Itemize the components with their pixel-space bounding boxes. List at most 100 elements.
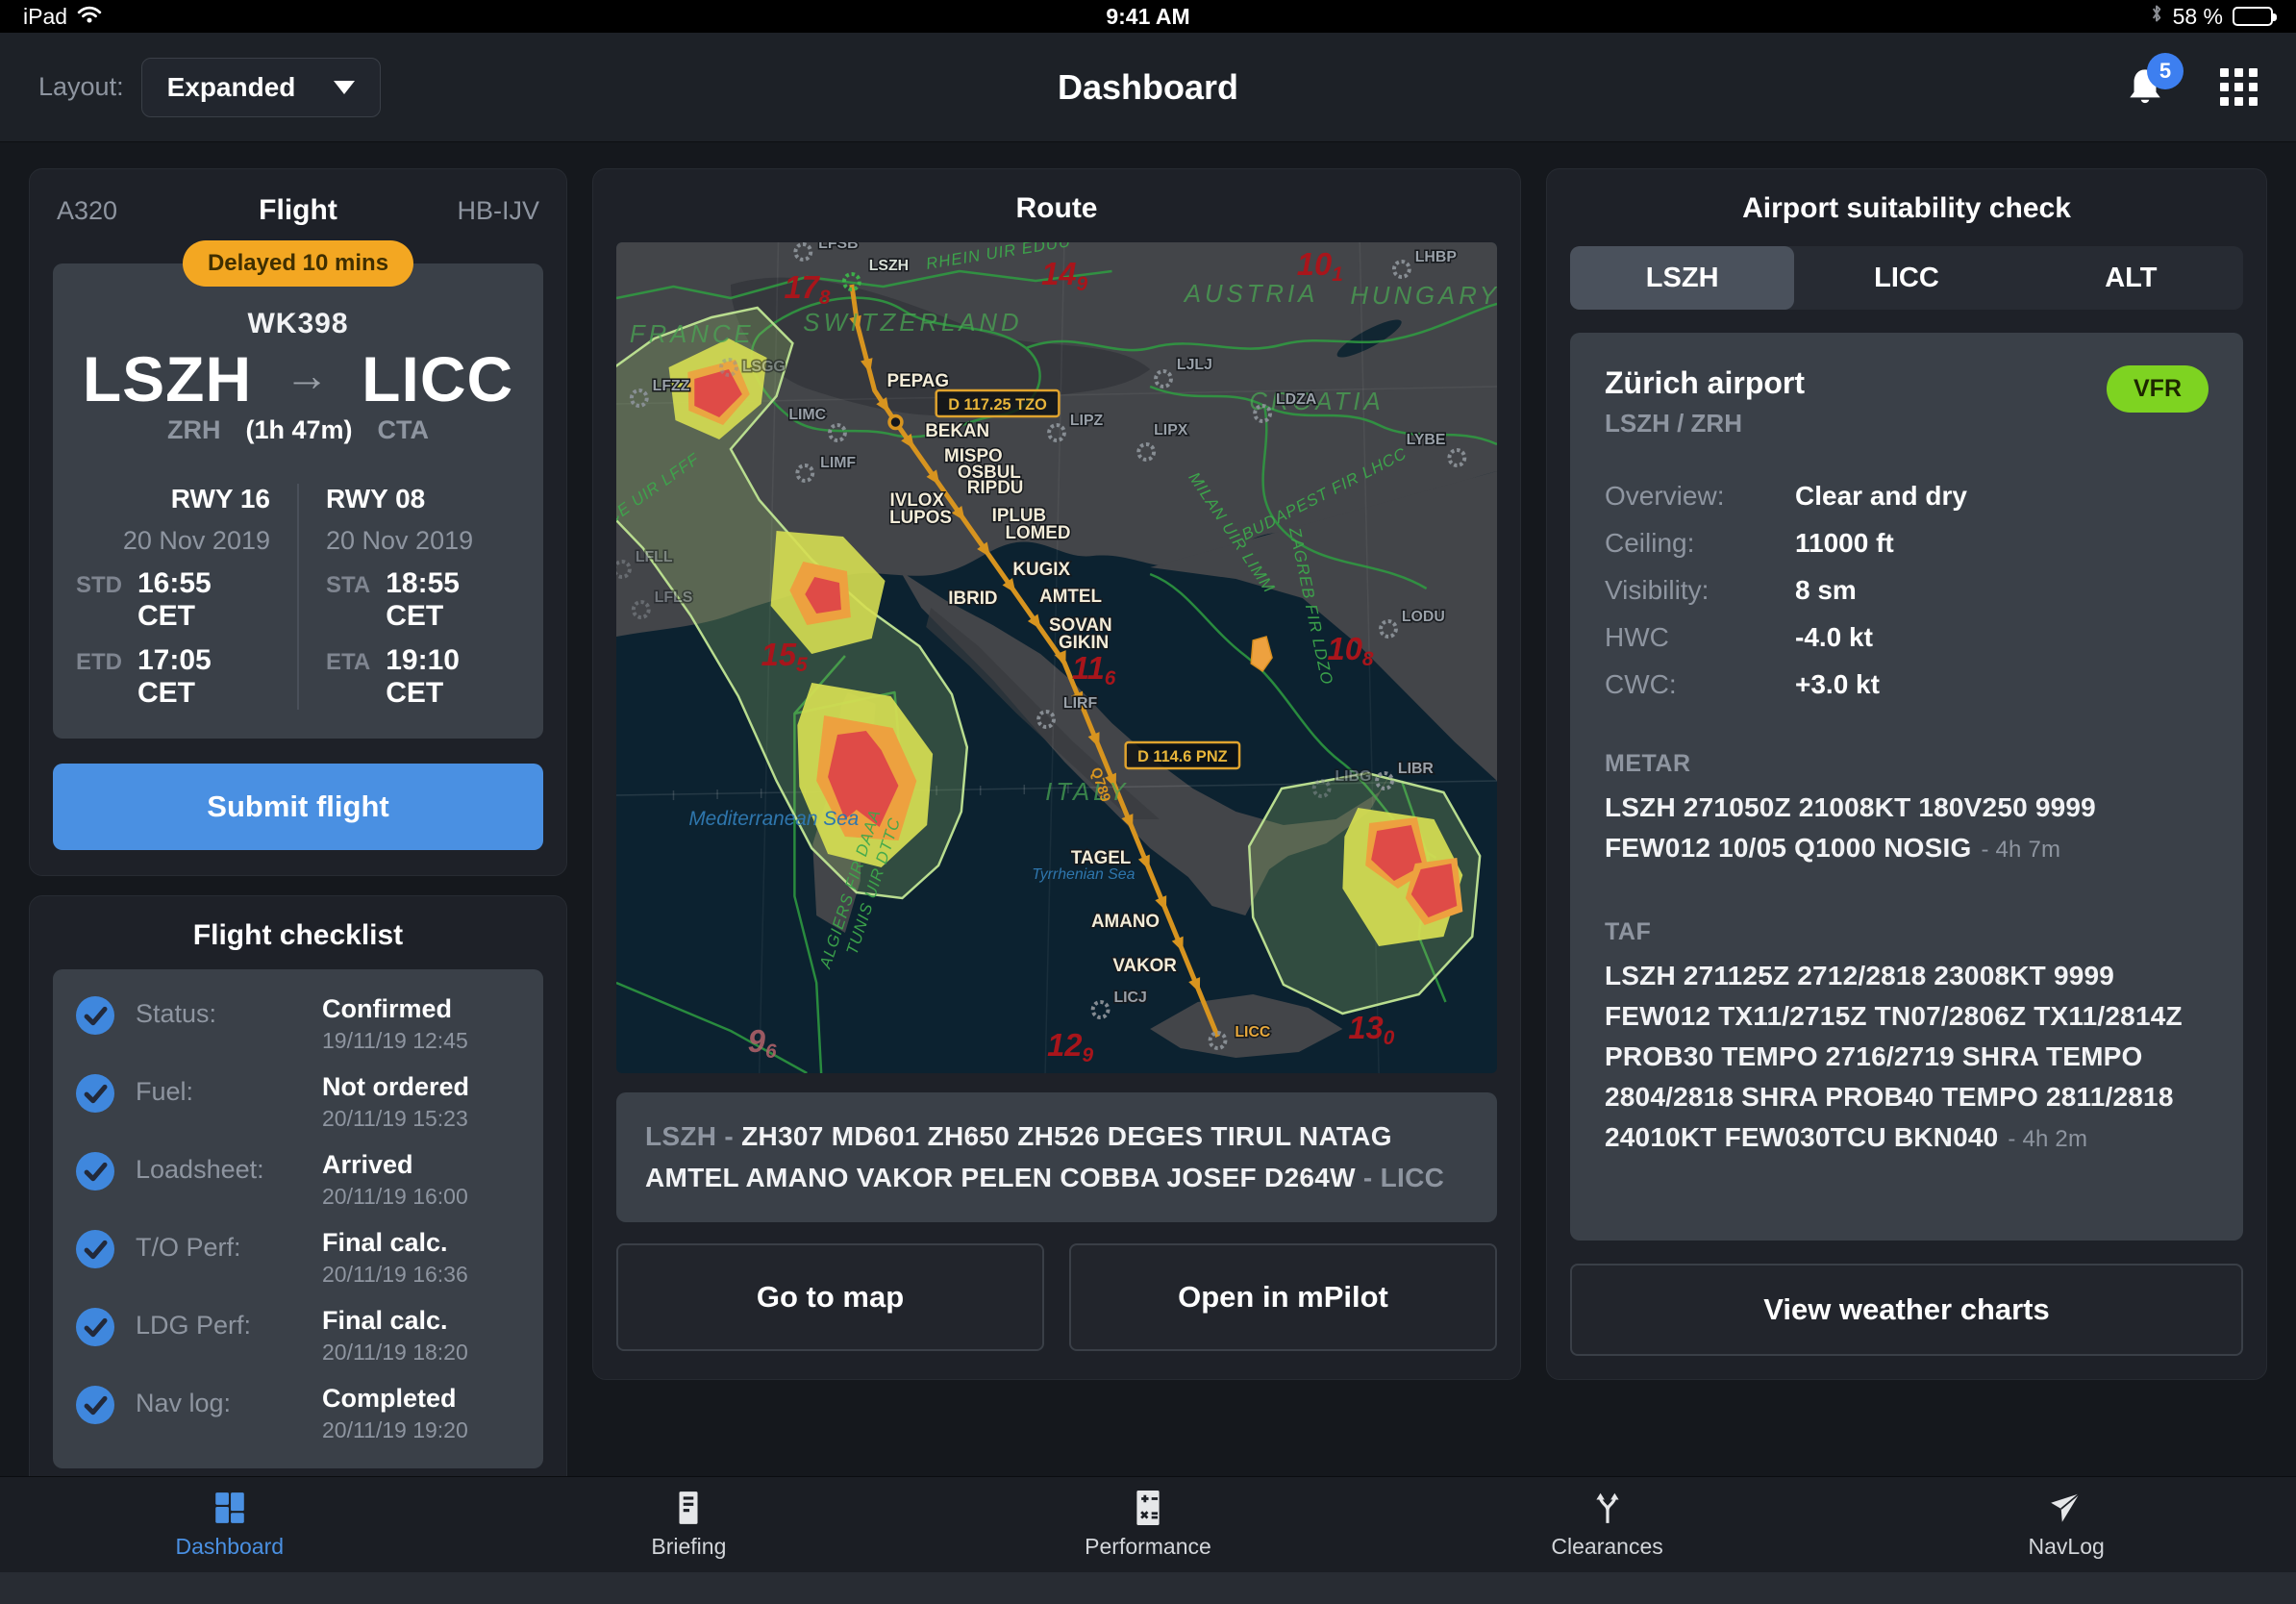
- destination-iata: CTA: [377, 415, 430, 444]
- airport-icon-LIMF: [795, 464, 815, 483]
- route-bend-marker: [887, 414, 904, 431]
- submit-flight-button[interactable]: Submit flight: [53, 764, 543, 850]
- tab-lszh[interactable]: LSZH: [1570, 246, 1795, 310]
- route-card: Route: [592, 168, 1521, 1380]
- go-to-map-button[interactable]: Go to map: [616, 1242, 1044, 1351]
- airport-icon-LDZA: [1253, 404, 1273, 423]
- map-route-layer: [849, 284, 1220, 1038]
- navlog-icon: [2048, 1490, 2084, 1526]
- map-country-label: FRANCE: [630, 321, 755, 348]
- detail-label: Ceiling:: [1605, 528, 1695, 558]
- check-icon: [76, 1152, 114, 1190]
- route-direction-marker: [1002, 577, 1016, 593]
- airport-icon-LICJ: [1090, 1000, 1111, 1019]
- airport-panel: Zürich airport LSZH / ZRH VFR Overview: C…: [1570, 333, 2243, 1241]
- status-bar: iPad 9:41 AM 58 %: [0, 0, 2296, 33]
- airport-icon-LFZZ: [629, 388, 649, 408]
- airport-icon-LSZH: [841, 272, 861, 291]
- tabbar-item-performance[interactable]: Performance: [1042, 1490, 1254, 1560]
- etd-label: ETD: [76, 649, 122, 675]
- notifications-button[interactable]: 5: [2122, 52, 2184, 111]
- map-level-number: 129: [1047, 1027, 1093, 1066]
- arrival-date: 20 Nov 2019: [326, 526, 474, 555]
- flight-duration: (1h 47m): [245, 415, 353, 444]
- route-direction-marker: [876, 396, 889, 414]
- check-icon: [76, 996, 114, 1035]
- airport-icon-LIRF: [1036, 710, 1057, 729]
- waypoint-label: PEPAG: [887, 371, 950, 391]
- checklist-value-text: Completed: [322, 1384, 457, 1413]
- tabbar-label: Dashboard: [175, 1534, 285, 1559]
- airport-code-label: LSGG: [742, 359, 786, 375]
- detail-value: 8 sm: [1795, 575, 1857, 605]
- tab-bar: Dashboard Briefing Performance Clearances Na…: [0, 1476, 2296, 1572]
- navaid-box: [935, 388, 1061, 418]
- departure-runway: RWY 16: [170, 484, 270, 514]
- clock: 9:41 AM: [1106, 3, 1190, 29]
- flight-checklist-card: Flight checklist Status: Confirmed 19/11/1…: [29, 895, 567, 1494]
- map-level-number: 116: [1072, 650, 1116, 689]
- apps-grid-button[interactable]: [2220, 68, 2258, 106]
- flight-rules-badge: VFR: [2107, 365, 2209, 413]
- metar-label: METAR: [1605, 750, 1691, 777]
- sta-time: 18:55 CET: [386, 567, 460, 632]
- check-icon: [76, 1230, 114, 1268]
- taf-age: - 4h 2m: [2008, 1126, 2088, 1152]
- bluetooth-icon: [2150, 3, 2163, 30]
- home-strip: [0, 1572, 2296, 1604]
- weather-polygons: [616, 306, 1482, 1015]
- map-level-number: 149: [1041, 256, 1087, 295]
- map-sea-label: Mediterranean Sea: [688, 808, 859, 830]
- airport-code-label: LIMF: [820, 455, 856, 471]
- airport-icon-LIPX: [1136, 442, 1157, 462]
- tab-licc[interactable]: LICC: [1874, 262, 1939, 293]
- layout-dropdown[interactable]: Expanded: [140, 57, 382, 117]
- checklist-timestamp: 20/11/19 16:36: [322, 1262, 468, 1287]
- tabbar-item-clearances[interactable]: Clearances: [1502, 1490, 1713, 1560]
- airport-icon-LFSB: [793, 242, 813, 262]
- checklist-timestamp: 20/11/19 19:20: [322, 1417, 468, 1442]
- tabbar-item-dashboard[interactable]: Dashboard: [124, 1490, 336, 1560]
- waypoint-label: IVLOX: [890, 490, 945, 511]
- checklist-value-text: Confirmed: [322, 994, 452, 1023]
- airport-code-label: LFZZ: [653, 378, 690, 394]
- map-country-label: SWITZERLAND: [803, 310, 1022, 337]
- map-country-label: ITALY: [1045, 779, 1129, 806]
- airport-icon-LODU: [1379, 619, 1398, 639]
- waypoint-label: SOVAN: [1049, 615, 1112, 636]
- route-map-canvas: FRANCE SWITZERLAND AUSTRIA HUNGARY CROATIA IT…: [616, 242, 1497, 1073]
- map-sea-label: Tyrrhenian Sea: [1032, 866, 1135, 883]
- device-label: iPad: [23, 3, 68, 29]
- route-direction-marker: [1054, 650, 1066, 666]
- map-level-number: 96: [748, 1023, 777, 1063]
- airport-code-label: LFSB: [818, 242, 858, 252]
- chevron-down-icon: [334, 80, 356, 94]
- flight-number: WK398: [247, 308, 349, 339]
- check-icon: [76, 1308, 114, 1346]
- view-weather-charts-button[interactable]: View weather charts: [1570, 1264, 2243, 1356]
- tabbar-item-navlog[interactable]: NavLog: [1960, 1490, 2172, 1560]
- eta-time: 19:10 CET: [386, 644, 460, 709]
- route-string: LSZH - ZH307 MD601 ZH650 ZH526 DEGES TIR…: [616, 1092, 1497, 1222]
- tabbar-item-briefing[interactable]: Briefing: [583, 1490, 794, 1560]
- taf-label: TAF: [1605, 918, 1652, 945]
- departure-date: 20 Nov 2019: [122, 526, 270, 555]
- flight-info-panel: WK398 LSZH → LICC ZRH (1h 47m) CTA RWY 1…: [53, 263, 543, 739]
- sta-label: STA: [326, 572, 371, 598]
- route-direction-marker: [1155, 895, 1167, 912]
- layout-dropdown-value: Expanded: [166, 71, 296, 102]
- detail-value: Clear and dry: [1795, 481, 1967, 511]
- detail-row: CWC: +3.0 kt: [1605, 669, 2209, 700]
- waypoint-label: TAGEL: [1071, 848, 1131, 868]
- origin-icao: LSZH: [82, 343, 253, 414]
- checklist-item-value: Not ordered 20/11/19 15:23: [322, 1072, 469, 1132]
- route-map[interactable]: FRANCE SWITZERLAND AUSTRIA HUNGARY CROATIA IT…: [616, 242, 1497, 1073]
- route-arrow-icon: →: [285, 350, 330, 400]
- std-time: 16:55 CET: [137, 567, 212, 632]
- clearances-icon: [1589, 1490, 1626, 1526]
- navaid-box-label: D 117.25 TZO: [948, 396, 1047, 414]
- airport-details: Overview: Clear and dry Ceiling: 11000 ft Vi…: [1605, 481, 2209, 700]
- checklist-timestamp: 20/11/19 16:00: [322, 1184, 468, 1209]
- open-in-mpilot-button[interactable]: Open in mPilot: [1069, 1242, 1497, 1351]
- tab-alt[interactable]: ALT: [2105, 262, 2158, 293]
